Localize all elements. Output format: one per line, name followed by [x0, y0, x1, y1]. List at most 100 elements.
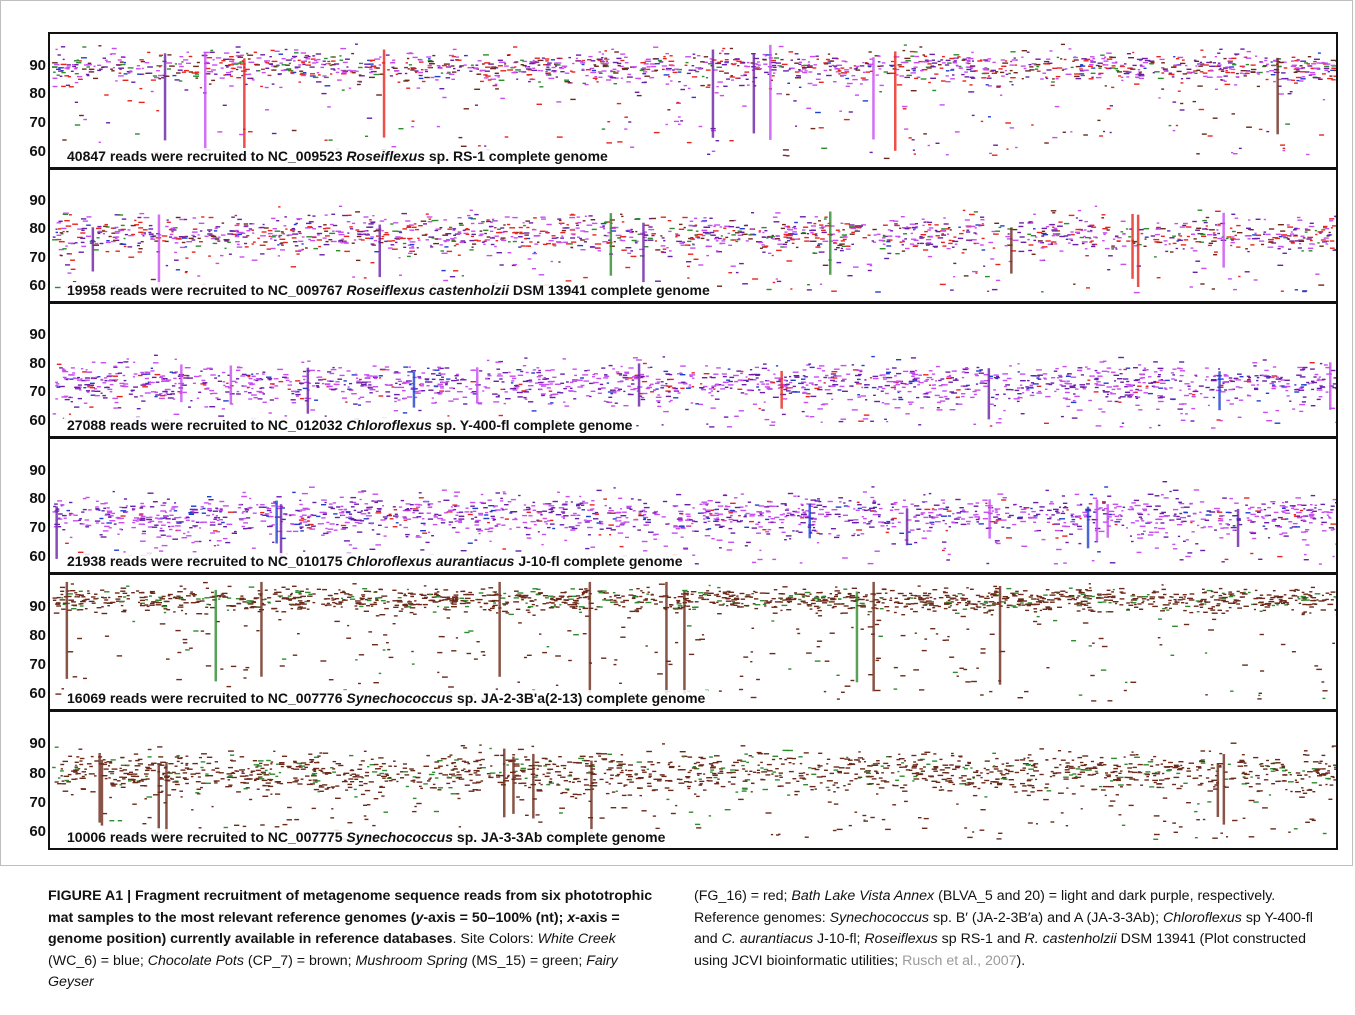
read-mark	[709, 426, 715, 428]
read-mark	[1031, 63, 1037, 65]
read-mark	[56, 386, 61, 388]
read-streak	[378, 224, 381, 278]
read-mark	[418, 59, 423, 61]
read-mark	[212, 242, 218, 245]
read-mark	[602, 64, 609, 66]
read-mark	[117, 372, 122, 374]
read-mark	[59, 254, 62, 256]
read-mark	[74, 67, 78, 69]
read-mark	[1035, 236, 1038, 238]
read-mark	[686, 261, 692, 263]
read-mark	[403, 366, 408, 368]
read-mark	[697, 233, 703, 236]
read-mark	[825, 374, 829, 377]
read-mark	[807, 222, 812, 224]
read-mark	[1066, 383, 1073, 385]
read-mark	[310, 239, 316, 242]
read-mark	[1337, 382, 1338, 383]
read-mark	[1044, 142, 1049, 144]
read-mark	[97, 69, 102, 72]
read-mark	[77, 379, 83, 381]
read-mark	[1087, 225, 1093, 227]
read-mark	[86, 235, 91, 237]
read-mark	[645, 58, 651, 60]
read-mark	[615, 234, 622, 237]
read-mark	[566, 381, 569, 383]
read-mark	[761, 226, 767, 229]
read-mark	[1194, 72, 1198, 74]
read-mark	[1120, 220, 1126, 222]
read-mark	[102, 397, 108, 399]
read-mark	[758, 230, 761, 232]
read-mark	[484, 145, 487, 147]
read-mark	[472, 393, 478, 395]
read-mark	[1335, 421, 1336, 424]
read-mark	[624, 128, 628, 130]
read-mark	[1133, 367, 1138, 369]
read-mark	[609, 227, 616, 229]
read-mark	[764, 386, 768, 388]
read-mark	[729, 220, 735, 222]
read-mark	[856, 65, 860, 68]
read-mark	[1262, 380, 1267, 382]
read-mark	[156, 65, 163, 67]
read-mark	[1329, 220, 1334, 222]
read-mark	[477, 240, 481, 242]
read-mark	[872, 228, 877, 231]
read-mark	[951, 392, 958, 394]
read-mark	[802, 71, 806, 74]
read-mark	[62, 369, 67, 371]
read-mark	[1139, 59, 1142, 62]
read-mark	[903, 44, 907, 46]
read-mark	[1168, 243, 1171, 245]
read-mark	[1333, 69, 1336, 72]
read-mark	[630, 255, 637, 258]
read-mark	[254, 64, 260, 66]
read-mark	[1317, 231, 1322, 233]
read-mark	[236, 223, 240, 225]
read-mark	[839, 110, 842, 112]
read-mark	[895, 384, 900, 386]
read-mark	[798, 382, 804, 385]
read-mark	[158, 66, 161, 68]
read-mark	[771, 254, 774, 257]
read-mark	[737, 230, 742, 232]
read-mark	[237, 62, 242, 64]
read-mark	[428, 60, 434, 63]
read-mark	[150, 367, 153, 369]
read-mark	[174, 259, 179, 261]
read-mark	[327, 385, 333, 387]
read-mark	[147, 66, 153, 68]
read-mark	[583, 380, 589, 382]
read-mark	[1259, 61, 1264, 63]
read-mark	[1323, 67, 1330, 70]
read-mark	[235, 46, 241, 48]
read-mark	[459, 224, 464, 226]
read-mark	[1193, 238, 1197, 240]
read-mark	[298, 249, 303, 251]
read-mark	[80, 237, 86, 239]
read-mark	[300, 60, 307, 62]
read-mark	[1286, 395, 1290, 397]
read-mark	[282, 376, 287, 378]
read-mark	[133, 361, 136, 363]
read-mark	[991, 230, 996, 233]
read-mark	[1206, 61, 1212, 64]
read-mark	[1235, 386, 1240, 388]
read-mark	[1176, 240, 1180, 242]
read-mark	[1114, 380, 1117, 382]
read-mark	[138, 221, 143, 224]
read-mark	[94, 390, 101, 392]
read-mark	[1322, 99, 1326, 101]
read-mark	[1301, 67, 1306, 69]
read-mark	[1330, 64, 1336, 67]
read-mark	[1223, 57, 1227, 60]
read-mark	[394, 393, 400, 396]
read-mark	[527, 258, 532, 260]
read-mark	[528, 222, 534, 224]
read-mark	[391, 146, 397, 148]
read-mark	[142, 386, 148, 388]
read-mark	[951, 246, 955, 248]
read-mark	[1008, 397, 1011, 400]
read-mark	[763, 363, 767, 365]
